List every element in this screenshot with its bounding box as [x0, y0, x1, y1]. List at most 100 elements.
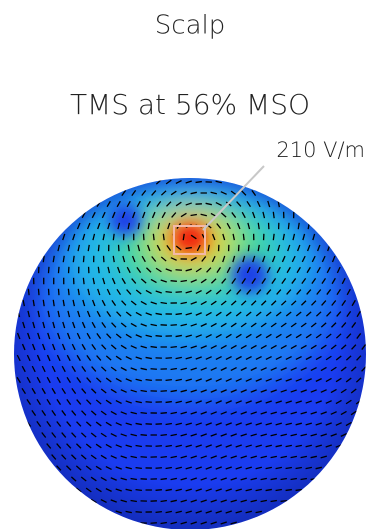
field-arrow	[210, 322, 217, 328]
field-arrow	[225, 444, 232, 448]
field-arrow	[277, 200, 280, 208]
field-arrow	[221, 278, 227, 284]
field-arrow	[121, 190, 127, 196]
field-arrow	[170, 433, 177, 437]
field-arrows	[16, 179, 366, 525]
field-arrow	[125, 356, 132, 360]
field-arrow	[215, 356, 222, 360]
field-arrow	[47, 310, 51, 318]
field-arrow	[265, 422, 272, 426]
field-arrow	[260, 322, 267, 328]
field-arrow	[195, 378, 202, 382]
field-arrow	[311, 278, 317, 284]
field-arrow	[100, 454, 107, 460]
field-arrow	[250, 367, 257, 371]
field-arrow	[95, 421, 102, 427]
field-arrow	[185, 488, 192, 492]
field-arrow	[190, 191, 197, 195]
field-arrow	[41, 343, 46, 351]
field-arrow	[236, 201, 242, 207]
field-arrow	[61, 343, 66, 351]
field-arrow	[315, 400, 322, 404]
field-arrow	[140, 434, 147, 436]
field-arrow	[135, 466, 142, 470]
field-arrow	[175, 201, 182, 207]
field-arrow	[131, 255, 136, 263]
field-arrow	[160, 434, 167, 436]
field-arrow	[280, 455, 287, 459]
field-arrow	[271, 278, 277, 284]
field-arrow	[300, 322, 307, 328]
field-arrow	[260, 344, 267, 350]
field-arrow	[351, 322, 357, 328]
field-arrow	[236, 222, 241, 230]
field-arrow	[305, 444, 312, 448]
field-arrow	[136, 267, 142, 273]
field-arrow	[195, 488, 202, 492]
field-arrow	[145, 312, 152, 316]
field-arrow	[247, 244, 250, 252]
field-arrow	[335, 355, 342, 361]
field-arrow	[185, 356, 192, 360]
field-arrow	[81, 211, 86, 219]
field-arrow	[46, 354, 51, 362]
field-arrow	[260, 499, 267, 503]
field-arrow	[196, 244, 201, 252]
field-arrow	[330, 433, 337, 437]
field-arrow	[312, 233, 316, 241]
field-arrow	[320, 411, 327, 415]
field-arrow	[205, 202, 212, 206]
field-arrow	[100, 410, 107, 416]
field-arrow	[57, 244, 61, 252]
field-arrow	[265, 355, 272, 361]
field-arrow	[140, 300, 147, 306]
field-arrow	[72, 233, 76, 241]
field-arrow	[117, 222, 121, 230]
field-arrow	[295, 400, 302, 404]
field-arrow	[250, 300, 257, 306]
field-arrow	[302, 233, 306, 241]
field-arrow	[250, 411, 257, 415]
field-arrow	[97, 222, 101, 230]
field-arrow	[81, 388, 87, 394]
field-arrow	[107, 222, 111, 230]
field-arrow	[66, 399, 72, 405]
field-arrow	[280, 300, 287, 306]
field-arrow	[291, 255, 296, 263]
field-arrow	[280, 499, 287, 503]
field-arrow	[215, 510, 222, 514]
field-arrow	[235, 510, 242, 514]
field-arrow	[16, 354, 21, 362]
field-arrow	[190, 213, 197, 217]
field-arrow	[185, 246, 192, 250]
field-arrow	[210, 389, 217, 393]
field-arrow	[110, 344, 117, 350]
field-arrow	[271, 255, 276, 263]
field-arrow	[230, 521, 237, 525]
field-arrow	[275, 488, 282, 492]
field-arrow	[130, 411, 137, 415]
field-arrow	[242, 255, 246, 263]
field-arrow	[180, 477, 187, 481]
field-arrow	[155, 290, 162, 294]
field-arrow	[297, 244, 301, 252]
field-arrow	[225, 355, 232, 361]
field-arrow	[265, 378, 272, 382]
field-arrow	[56, 465, 62, 471]
field-arrow	[325, 333, 332, 339]
field-arrow	[230, 389, 237, 393]
field-arrow	[257, 244, 260, 252]
field-arrow	[266, 266, 271, 274]
field-arrow	[356, 310, 361, 318]
field-arrow	[285, 333, 292, 339]
field-arrow	[57, 310, 61, 318]
field-arrow	[71, 343, 76, 351]
field-arrow	[295, 422, 302, 426]
field-arrow	[247, 222, 251, 230]
field-arrow	[205, 422, 212, 426]
field-arrow	[260, 411, 267, 415]
field-arrow	[350, 410, 357, 416]
field-arrow	[230, 322, 237, 328]
field-arrow	[180, 279, 187, 283]
field-arrow	[101, 344, 107, 350]
